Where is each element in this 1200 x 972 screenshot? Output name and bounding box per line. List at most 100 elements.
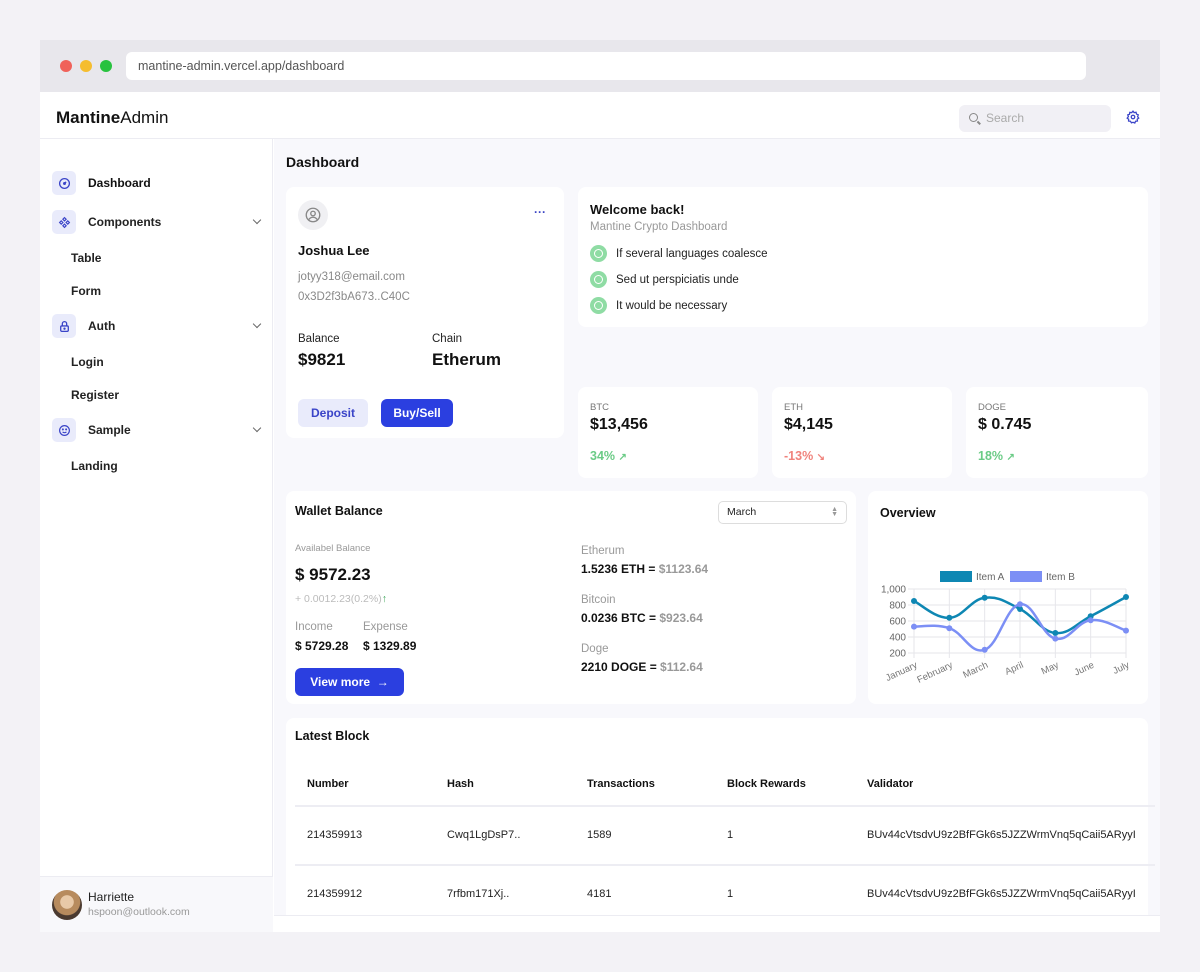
cell-number: 214359913 [307, 829, 363, 841]
sidebar-subitem-table[interactable]: Table [71, 251, 102, 265]
month-select[interactable]: March ▲ ▼ [718, 501, 847, 524]
svg-text:Item B: Item B [1046, 572, 1075, 583]
coin-symbol: ETH [784, 402, 803, 413]
more-menu-button[interactable]: ··· [534, 205, 546, 219]
coin-symbol: BTC [590, 402, 609, 413]
sidebar-subitem-register[interactable]: Register [71, 388, 120, 402]
sidebar: Dashboard Components Table Form Auth Log… [40, 139, 273, 932]
table-row[interactable]: 214359913 Cwq1LgDsP7.. 1589 1 BUv44cVtsd… [295, 805, 1155, 864]
coin-change: -13% ↘ [784, 449, 826, 463]
sidebar-item-label: Dashboard [88, 176, 151, 190]
svg-text:200: 200 [889, 649, 906, 660]
cell-validator: BUv44cVtsdvU9z2BfFGk6s5JZZWrmVnq5qCaii5A… [867, 888, 1136, 900]
svg-text:March: March [961, 660, 990, 681]
app-logo[interactable]: MantineAdmin [56, 108, 168, 128]
income-label: Income [295, 621, 333, 633]
close-window-button[interactable] [60, 60, 72, 72]
select-chevron-icon: ▲ ▼ [831, 506, 838, 518]
profile-email: jotyy318@email.com [298, 271, 405, 283]
user-circle-icon [298, 200, 328, 230]
bottom-bar [274, 915, 1160, 932]
gauge-icon [52, 171, 76, 195]
svg-text:600: 600 [889, 617, 906, 628]
sidebar-subitem-form[interactable]: Form [71, 284, 101, 298]
column-header-block-rewards[interactable]: Block Rewards [727, 778, 806, 790]
wallet-title: Wallet Balance [295, 504, 383, 518]
svg-text:Item A: Item A [976, 572, 1005, 583]
column-header-hash[interactable]: Hash [447, 778, 474, 790]
expense-value: $ 1329.89 [363, 639, 417, 653]
chevron-down-icon [252, 423, 262, 433]
column-header-number[interactable]: Number [307, 778, 349, 790]
search-placeholder: Search [986, 111, 1025, 125]
sidebar-item-components[interactable]: Components [52, 210, 262, 234]
search-input[interactable]: Search [959, 105, 1111, 132]
arrow-right-icon: → [376, 675, 389, 689]
coin-card-doge[interactable]: DOGE $ 0.745 18% ↗ [966, 387, 1148, 478]
sidebar-item-auth[interactable]: Auth [52, 314, 262, 338]
wallet-balance-card: Wallet Balance March ▲ ▼ Availabel Balanc… [286, 491, 856, 704]
page-title: Dashboard [286, 154, 360, 170]
url-bar[interactable]: mantine-admin.vercel.app/dashboard [126, 52, 1086, 80]
sidebar-item-label: Components [88, 215, 162, 229]
coin-card-eth[interactable]: ETH $4,145 -13% ↘ [772, 387, 952, 478]
minimize-window-button[interactable] [80, 60, 92, 72]
column-header-transactions[interactable]: Transactions [587, 778, 655, 790]
chain-label: Chain [432, 333, 463, 345]
app-header: MantineAdmin Search [40, 92, 1160, 139]
table-row[interactable]: 214359912 7rfbm171Xj.. 4181 1 BUv44cVtsd… [295, 864, 1155, 915]
asset-name: Bitcoin [581, 594, 616, 606]
available-balance-label: Availabel Balance [295, 543, 371, 554]
sidebar-item-dashboard[interactable]: Dashboard [52, 171, 260, 195]
browser-chrome: mantine-admin.vercel.app/dashboard [40, 40, 1160, 92]
feature-item: It would be necessary [590, 297, 727, 314]
buy-sell-button[interactable]: Buy/Sell [381, 399, 453, 427]
sidebar-subitem-landing[interactable]: Landing [71, 459, 118, 473]
feature-text: If several languages coalesce [616, 247, 768, 260]
arrow-down-right-icon: ↘ [816, 452, 826, 463]
sidebar-item-sample[interactable]: Sample [52, 418, 262, 442]
coin-card-btc[interactable]: BTC $13,456 34% ↗ [578, 387, 758, 478]
cell-validator: BUv44cVtsdvU9z2BfFGk6s5JZZWrmVnq5qCaii5A… [867, 829, 1136, 841]
balance-value: $9821 [298, 350, 346, 369]
asset-value: 1.5236 ETH = $1123.64 [581, 562, 709, 576]
wallet-address: 0x3D2f3bA673..C40C [298, 291, 410, 303]
cell-hash: 7rfbm171Xj.. [447, 888, 510, 900]
sidebar-item-label: Sample [88, 423, 131, 437]
sidebar-subitem-login[interactable]: Login [71, 355, 104, 369]
coin-symbol: DOGE [978, 402, 1006, 413]
user-email: hspoon@outlook.com [88, 906, 190, 918]
cell-block-rewards: 1 [727, 829, 734, 841]
welcome-card: Welcome back! Mantine Crypto Dashboard I… [578, 187, 1148, 327]
feature-item: Sed ut perspiciatis unde [590, 271, 739, 288]
feature-text: It would be necessary [616, 299, 728, 312]
main-content: Dashboard ··· Joshua Lee jotyy318@email.… [274, 139, 1160, 915]
coin-change: 18% ↗ [978, 449, 1015, 463]
asset-name: Doge [581, 643, 609, 655]
month-select-value: March [727, 506, 757, 518]
chevron-down-icon [252, 319, 262, 329]
logo-bold: Mantine [56, 108, 121, 127]
check-circle-icon [590, 271, 607, 288]
maximize-window-button[interactable] [100, 60, 112, 72]
chain-value: Etherum [432, 350, 501, 369]
svg-text:June: June [1073, 660, 1096, 679]
components-icon [52, 210, 76, 234]
svg-text:February: February [915, 660, 954, 686]
search-icon [969, 113, 978, 122]
welcome-title: Welcome back! [590, 202, 685, 217]
overview-title: Overview [880, 506, 936, 520]
avatar [52, 890, 82, 920]
cell-number: 214359912 [307, 888, 363, 900]
browser-window: mantine-admin.vercel.app/dashboard Manti… [40, 40, 1160, 932]
cell-block-rewards: 1 [727, 888, 734, 900]
deposit-button[interactable]: Deposit [298, 399, 368, 427]
user-profile-footer[interactable]: Harriette hspoon@outlook.com [40, 876, 273, 932]
income-value: $ 5729.28 [295, 639, 349, 653]
gear-icon[interactable] [1126, 110, 1140, 124]
column-header-validator[interactable]: Validator [867, 778, 914, 790]
profile-name: Joshua Lee [298, 243, 370, 258]
latest-block-title: Latest Block [295, 729, 370, 743]
view-more-button[interactable]: View more → [295, 668, 404, 696]
